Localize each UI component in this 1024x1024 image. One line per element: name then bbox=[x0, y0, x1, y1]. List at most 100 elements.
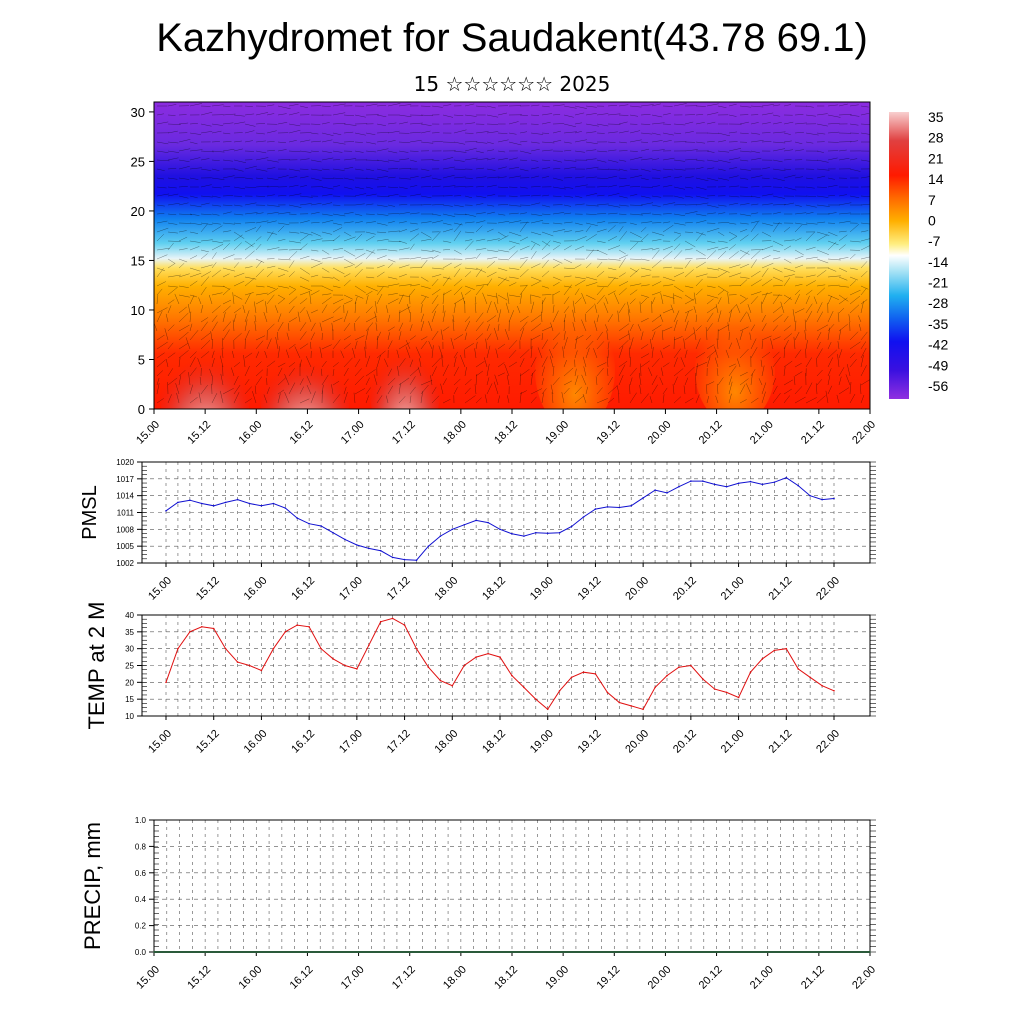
wind-vector bbox=[838, 297, 848, 305]
wind-vector bbox=[178, 236, 188, 242]
wind-vector bbox=[310, 322, 316, 332]
wind-vector bbox=[596, 228, 607, 233]
wind-vector bbox=[761, 122, 771, 125]
x-tick-label: 22.00 bbox=[850, 964, 878, 992]
wind-vector bbox=[596, 285, 609, 288]
wind-vector bbox=[706, 312, 714, 323]
wind-vector bbox=[530, 243, 536, 251]
wind-vector bbox=[178, 159, 190, 162]
wind-vector bbox=[255, 335, 266, 341]
data-point bbox=[177, 647, 179, 650]
wind-vector bbox=[761, 382, 767, 395]
wind-vector bbox=[264, 350, 268, 359]
wind-vector bbox=[442, 378, 447, 386]
wind-vector bbox=[739, 229, 748, 233]
wind-vector bbox=[618, 104, 629, 107]
x-tick-label: 19.00 bbox=[528, 728, 556, 756]
wind-vector bbox=[673, 234, 682, 242]
wind-vector bbox=[299, 343, 309, 350]
wind-vector bbox=[244, 123, 256, 127]
wind-vector bbox=[805, 204, 817, 208]
wind-vector bbox=[431, 203, 444, 206]
wind-vector bbox=[596, 213, 607, 215]
wind-vector bbox=[585, 131, 597, 134]
wind-vector bbox=[200, 195, 213, 198]
wind-vector bbox=[805, 114, 816, 117]
wind-vector bbox=[244, 310, 250, 323]
wind-vector bbox=[607, 212, 618, 215]
wind-vector bbox=[673, 319, 678, 332]
colorbar-scale bbox=[889, 112, 909, 399]
wind-vector bbox=[200, 351, 210, 359]
wind-vector bbox=[508, 282, 517, 287]
wind-vector bbox=[541, 339, 548, 350]
wind-vector bbox=[629, 175, 643, 179]
wind-vector bbox=[860, 113, 870, 116]
wind-vector bbox=[728, 393, 732, 404]
wind-vector bbox=[659, 377, 664, 386]
wind-vector bbox=[255, 132, 265, 135]
wind-vector bbox=[739, 399, 747, 404]
wind-vector bbox=[827, 194, 836, 197]
wind-vector bbox=[178, 357, 181, 368]
wind-vector bbox=[464, 147, 477, 152]
wind-vector bbox=[629, 231, 642, 238]
wind-vector bbox=[849, 331, 859, 341]
wind-vector bbox=[552, 104, 565, 107]
wind-vector bbox=[761, 112, 774, 116]
wind-vector bbox=[596, 203, 609, 206]
wind-vector bbox=[706, 344, 715, 350]
wind-vector bbox=[596, 159, 607, 163]
wind-vector bbox=[541, 194, 550, 197]
cross-section-x-axis: 15.00 15.12 16.00 16.12 17.00 17.12 18.00 18.12… bbox=[134, 409, 878, 447]
wind-vector bbox=[167, 342, 174, 350]
wind-vector bbox=[420, 141, 434, 144]
wind-vector bbox=[376, 114, 387, 118]
wind-vector bbox=[288, 129, 301, 134]
wind-vector bbox=[563, 245, 572, 251]
x-tick-label: 17.12 bbox=[385, 575, 413, 603]
wind-vector bbox=[541, 121, 551, 125]
wind-vector bbox=[332, 235, 341, 242]
wind-vector bbox=[453, 141, 466, 145]
wind-vector bbox=[618, 130, 629, 134]
wind-vector bbox=[453, 204, 464, 208]
wind-vector bbox=[222, 132, 231, 135]
wind-vector bbox=[805, 132, 819, 136]
wind-vector bbox=[431, 132, 440, 134]
wind-vector bbox=[252, 391, 257, 404]
data-point bbox=[415, 559, 418, 561]
wind-vector bbox=[838, 220, 851, 224]
wind-vector bbox=[483, 357, 488, 368]
wind-vector bbox=[167, 231, 178, 234]
wind-vector bbox=[717, 140, 726, 143]
wind-vector bbox=[761, 222, 773, 226]
wind-vector bbox=[749, 332, 752, 341]
wind-vector bbox=[310, 258, 321, 263]
wind-vector bbox=[739, 330, 743, 341]
wind-vector bbox=[827, 157, 838, 161]
wind-vector bbox=[673, 222, 686, 226]
wind-vector bbox=[354, 114, 366, 118]
wind-vector bbox=[188, 372, 191, 386]
wind-vector bbox=[519, 150, 532, 154]
wind-vector bbox=[772, 168, 786, 172]
wind-vector bbox=[606, 356, 609, 368]
x-tick-label: 15.12 bbox=[185, 964, 213, 992]
wind-vector bbox=[783, 186, 797, 191]
wind-vector bbox=[574, 222, 583, 226]
wind-vector bbox=[739, 294, 747, 299]
wind-vector bbox=[541, 105, 550, 108]
wind-vector bbox=[277, 149, 287, 152]
wind-vector bbox=[772, 177, 785, 182]
wind-vector bbox=[804, 330, 807, 341]
wind-vector bbox=[684, 176, 694, 179]
wind-vector bbox=[189, 311, 192, 323]
wind-vector bbox=[849, 359, 857, 368]
wind-vector bbox=[376, 350, 386, 359]
y-tick-label: 0 bbox=[138, 402, 145, 417]
wind-vector bbox=[420, 238, 432, 242]
wind-vector bbox=[420, 276, 429, 282]
wind-vector bbox=[530, 231, 542, 236]
